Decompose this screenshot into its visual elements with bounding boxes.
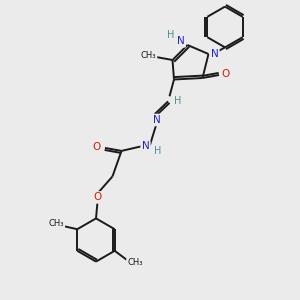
Text: H: H — [154, 146, 161, 156]
Text: N: N — [177, 36, 185, 46]
Text: O: O — [93, 142, 101, 152]
Text: O: O — [93, 192, 102, 203]
Text: CH₃: CH₃ — [141, 51, 156, 60]
Text: CH₃: CH₃ — [128, 258, 143, 267]
Text: N: N — [211, 49, 218, 59]
Text: N: N — [153, 115, 160, 125]
Text: O: O — [222, 69, 230, 79]
Text: CH₃: CH₃ — [49, 219, 64, 228]
Text: H: H — [167, 30, 175, 40]
Text: H: H — [174, 96, 182, 106]
Text: N: N — [142, 141, 149, 152]
